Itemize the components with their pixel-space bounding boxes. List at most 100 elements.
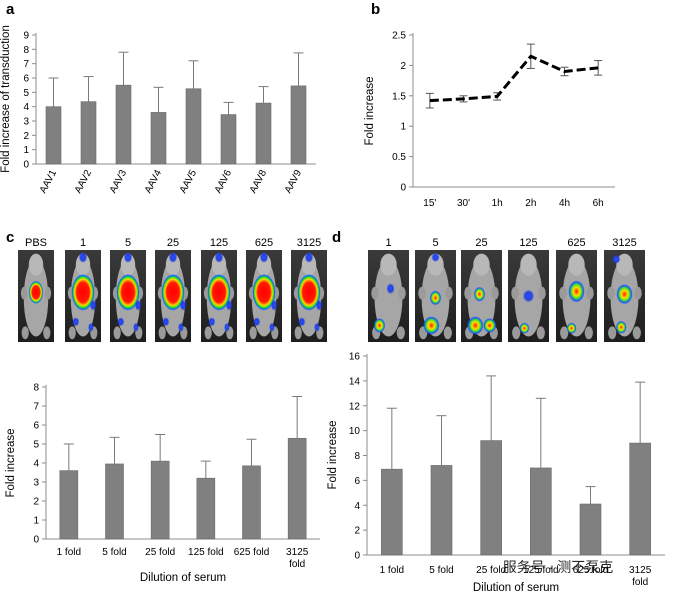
- mouse-paw: [491, 286, 499, 300]
- bioluminescence-signal: [78, 251, 88, 263]
- chart-c-y-tick-label: 6: [33, 421, 39, 432]
- chart-c-x-tick-label: 625 fold: [234, 547, 270, 558]
- bioluminescence-signal: [117, 317, 125, 327]
- chart-a-bar: [150, 112, 167, 165]
- chart-c-bar: [242, 465, 261, 540]
- mouse-paw: [584, 326, 593, 340]
- bioluminescence-signal: [208, 317, 216, 327]
- bioluminescence-signal: [134, 299, 142, 311]
- bioluminescence-signal: [214, 251, 224, 263]
- mouse-label-d: 5: [432, 237, 438, 249]
- chart-d-bar: [629, 442, 651, 556]
- bioluminescence-signal: [423, 316, 440, 335]
- mouse-paw: [559, 286, 567, 300]
- bioluminescence-signal: [28, 280, 44, 304]
- bioluminescence-signal: [168, 251, 178, 263]
- mouse-label-c: 625: [255, 237, 273, 249]
- mouse-paw: [608, 326, 617, 340]
- chart-c-y-tick-label: 1: [33, 516, 39, 527]
- chart-b-x-tick-label: 2h: [525, 198, 536, 209]
- chart-a-x-tick-label: AAV1: [38, 168, 60, 195]
- mouse-paw: [634, 286, 642, 300]
- chart-a-bar: [220, 114, 237, 165]
- bioluminescence-signal: [522, 289, 535, 303]
- bioluminescence-signal: [467, 316, 484, 335]
- mouse-paw: [443, 326, 452, 340]
- mouse-image-d: [508, 250, 549, 342]
- chart-a-y-tick-label: 5: [23, 88, 29, 99]
- chart-b-y-tick-label: 0.5: [392, 152, 406, 163]
- chart-a-y-tick-label: 8: [23, 45, 29, 56]
- mouse-label-d: 1: [385, 237, 391, 249]
- mouse-image-layer: [18, 250, 645, 342]
- chart-c-y-tick-label: 8: [33, 383, 39, 394]
- watermark-text: 服务号 · 测不泵克: [503, 559, 613, 575]
- chart-c-x-tick-label: 1 fold: [57, 547, 81, 558]
- chart-d-x-tick-label: 25 fold: [476, 565, 506, 576]
- bioluminescence-signal: [224, 322, 230, 332]
- chart-d-bar: [430, 465, 453, 556]
- mouse-body: [374, 259, 403, 337]
- chart-d-bar: [530, 467, 552, 556]
- bioluminescence-signal: [88, 322, 94, 332]
- chart-b-y-axis-title: Fold increase: [364, 76, 376, 145]
- chart-c-y-tick-label: 3: [33, 478, 39, 489]
- bioluminescence-signal: [315, 299, 323, 311]
- chart-b-x-tick-label: 30': [457, 198, 470, 209]
- chart-c-bar: [150, 460, 170, 540]
- bioluminescence-signal: [269, 322, 275, 332]
- chart-a-y-tick-label: 9: [23, 31, 29, 42]
- mouse-paw: [538, 286, 546, 300]
- mouse-paw: [536, 326, 545, 340]
- chart-a-x-tick-label: AAV8: [248, 168, 270, 195]
- bioluminescence-signal: [225, 299, 233, 311]
- mouse-label-d: 625: [567, 237, 585, 249]
- mouse-head: [380, 253, 397, 276]
- chart-d-x-tick-label: 3125: [629, 565, 652, 576]
- bioluminescence-signal: [519, 322, 530, 334]
- mouse-image-c: [65, 250, 101, 342]
- chart-b-series-line: [429, 54, 599, 103]
- mouse-paw: [204, 326, 212, 340]
- bioluminescence-signal: [568, 280, 585, 303]
- chart-c-x-tick-label: 3125: [286, 547, 309, 558]
- mouse-image-c: [18, 250, 54, 342]
- bioluminescence-signal: [89, 299, 97, 311]
- mouse-paw: [44, 286, 52, 300]
- chart-b-y-tick-label: 2.5: [392, 31, 406, 42]
- chart-d-x-tick-label: 5 fold: [429, 565, 453, 576]
- mouse-paw: [607, 286, 615, 300]
- chart-a-x-tick-label: AAV3: [108, 168, 130, 195]
- chart-d-bar: [579, 503, 602, 556]
- mouse-label-c: 125: [210, 237, 228, 249]
- bioluminescence-signal: [566, 322, 577, 334]
- panel-letter-b: b: [371, 1, 380, 18]
- mouse-paw: [396, 326, 405, 340]
- chart-c-y-tick-label: 4: [33, 459, 39, 470]
- chart-a-y-tick-label: 0: [23, 160, 29, 171]
- mouse-paw: [294, 326, 302, 340]
- chart-a-y-tick-label: 1: [23, 145, 29, 156]
- mouse-paw: [249, 326, 257, 340]
- chart-a-bar: [115, 84, 132, 165]
- mouse-image-c: [155, 250, 191, 342]
- chart-a-x-tick-label: AAV5: [178, 168, 200, 195]
- chart-d-y-tick-label: 14: [349, 376, 361, 387]
- chart-c-bar: [105, 463, 124, 540]
- mouse-paw: [113, 326, 121, 340]
- bioluminescence-signal: [314, 322, 320, 332]
- mouse-paw: [68, 326, 76, 340]
- chart-a-y-tick-label: 4: [23, 102, 29, 113]
- chart-b-x-tick-label: 1h: [492, 198, 503, 209]
- bioluminescence-signal: [178, 322, 184, 332]
- chart-b-y-tick-label: 1: [400, 122, 406, 133]
- chart-c-y-tick-label: 0: [33, 535, 39, 546]
- bioluminescence-signal: [252, 274, 276, 311]
- chart-a-y-axis-title: Fold increase of transduction: [0, 25, 12, 173]
- mouse-label-c: 3125: [297, 237, 321, 249]
- bioluminescence-signal: [431, 252, 440, 262]
- mouse-head: [520, 253, 537, 276]
- mouse-image-d: [461, 250, 502, 342]
- mouse-image-d: [556, 250, 597, 342]
